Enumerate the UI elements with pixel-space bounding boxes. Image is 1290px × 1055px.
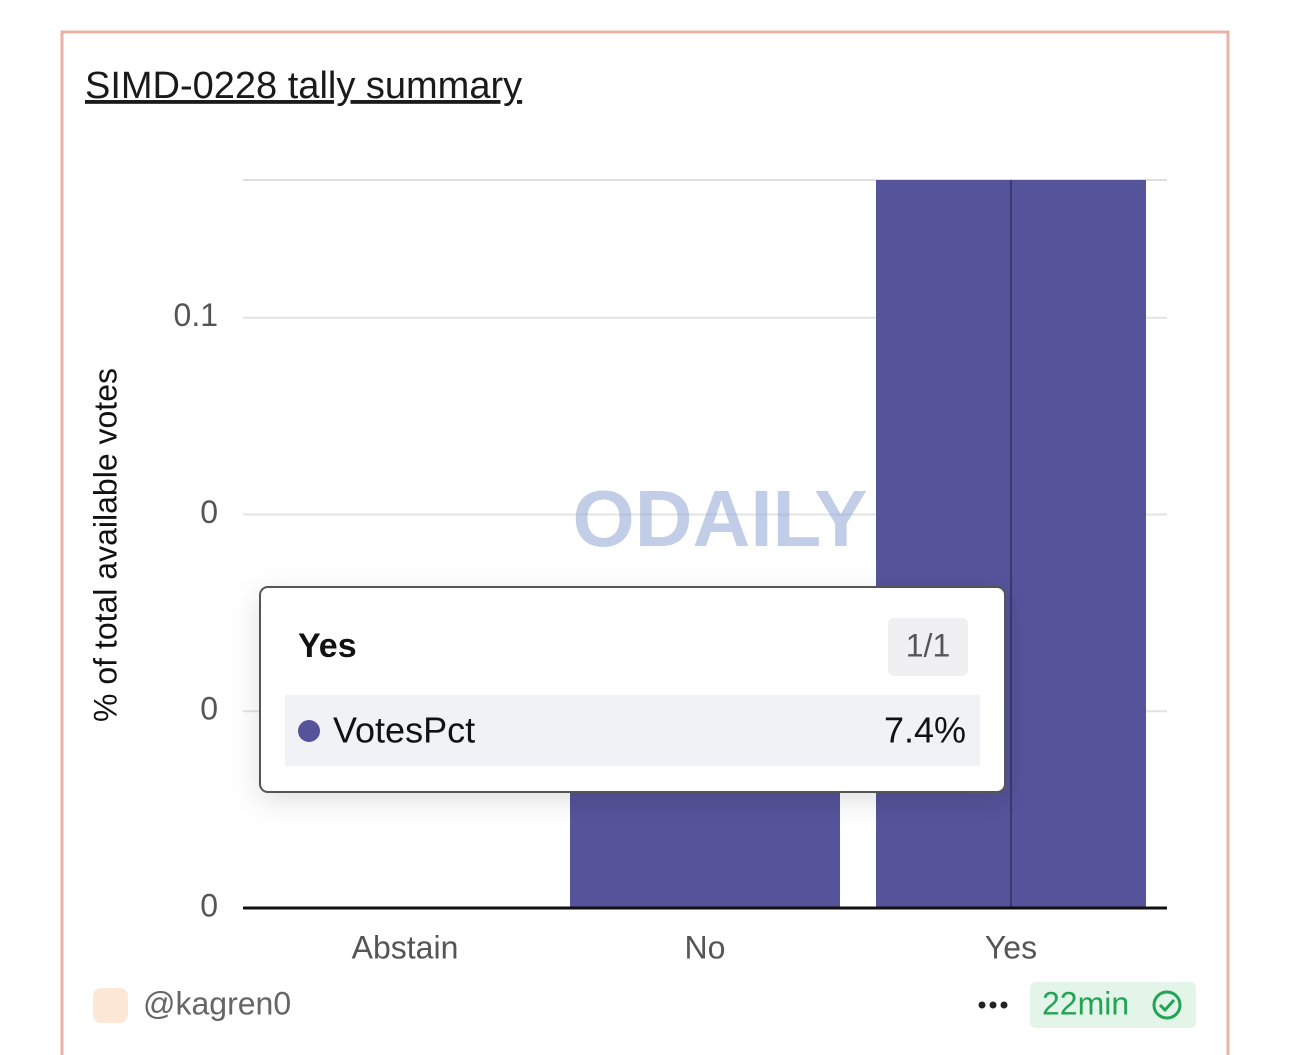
tooltip-row [285,695,980,766]
icon-check [1158,998,1176,1013]
tooltip-page-box [888,618,968,676]
more-menu[interactable] [978,1001,1008,1009]
y-axis-label: % of total available votes [87,368,123,722]
y-tick-label: 0.1 [174,297,218,333]
tooltip-value: 7.4% [884,710,966,751]
tooltip-series: VotesPct [333,710,475,751]
tooltip-category: Yes [298,627,357,665]
dot [1000,1001,1008,1009]
icon-ring [1152,990,1182,1020]
x-tick-label: Yes [985,929,1037,965]
tooltip-swatch [298,720,320,742]
age-pill [1030,982,1196,1028]
y-tick-label: 0 [200,494,218,530]
watermark: ODAILY [573,474,868,563]
verified-icon [1152,990,1182,1020]
x-tick-label: No [685,929,726,965]
tooltip: Yes 1/1 VotesPct 7.4% [259,586,1006,793]
author-avatar [93,988,128,1023]
x-tick-label: Abstain [352,929,459,965]
y-tick-label: 0 [200,887,218,923]
author[interactable]: @kagren0 [143,985,291,1021]
age: 22min [1042,985,1129,1021]
tooltip-page: 1/1 [906,627,950,663]
y-tick-label: 0 [200,691,218,727]
dot [989,1001,997,1009]
chart-title[interactable]: SIMD-0228 tally summary [85,65,522,107]
dot [978,1001,986,1009]
